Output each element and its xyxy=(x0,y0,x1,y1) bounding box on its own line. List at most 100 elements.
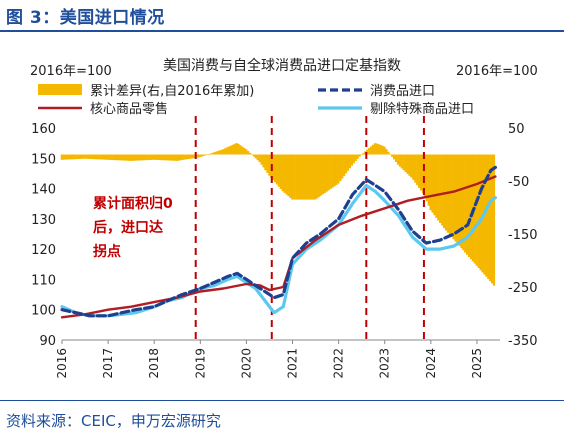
gap-bar xyxy=(339,154,342,182)
series-line-1 xyxy=(60,175,497,319)
gap-bar xyxy=(427,154,430,206)
gap-bar xyxy=(383,146,386,155)
gap-bar xyxy=(341,154,344,179)
gap-bar xyxy=(224,148,227,155)
left-tick-label: 130 xyxy=(31,213,56,228)
gap-bar xyxy=(492,154,496,286)
gap-bar xyxy=(318,154,321,197)
gap-bar xyxy=(285,154,288,195)
gap-bar xyxy=(185,154,188,160)
x-tick-label: 2020 xyxy=(239,348,253,379)
gap-bar xyxy=(162,154,165,161)
legend-label: 消费品进口 xyxy=(370,84,435,99)
gap-bar xyxy=(156,154,159,160)
gap-bar xyxy=(237,143,240,155)
gap-bar xyxy=(222,149,225,155)
figure-title: 图 3：美国进口情况 xyxy=(6,8,165,28)
gap-bar xyxy=(345,154,348,174)
gap-bar xyxy=(206,154,209,155)
annotation-line: 拐点 xyxy=(93,243,121,260)
gap-bar xyxy=(66,154,69,160)
gap-bar xyxy=(323,154,327,193)
gap-bar xyxy=(469,154,473,260)
gap-bar xyxy=(68,154,71,160)
gap-bar xyxy=(199,154,202,158)
gap-bar xyxy=(412,154,415,180)
gap-bar xyxy=(277,154,280,187)
gap-bar xyxy=(141,154,144,161)
cumulative-gap-bars xyxy=(60,143,496,286)
gap-bar xyxy=(176,154,179,161)
gap-bar xyxy=(106,154,109,160)
gap-bar xyxy=(233,143,236,155)
gap-bar xyxy=(400,154,403,169)
gap-bar xyxy=(70,154,73,160)
gap-bar xyxy=(170,154,173,161)
gap-bar xyxy=(485,154,488,277)
gap-bar xyxy=(487,154,490,280)
gap-bar xyxy=(425,154,428,202)
gap-bar xyxy=(352,154,355,164)
gap-bar xyxy=(137,154,140,161)
gap-bar xyxy=(333,154,336,187)
x-tick-label: 2025 xyxy=(470,348,484,379)
gap-bar xyxy=(227,146,230,155)
gap-bar xyxy=(204,154,207,156)
gap-bar xyxy=(145,154,148,161)
gap-bar xyxy=(256,154,259,161)
gap-bar xyxy=(320,154,323,196)
gap-bar xyxy=(79,154,83,159)
gap-bar xyxy=(218,150,221,155)
x-tick-label: 2019 xyxy=(193,348,207,379)
gap-bar xyxy=(283,154,286,193)
gap-bar xyxy=(95,154,98,160)
gap-bar xyxy=(264,154,267,171)
gap-bar xyxy=(287,154,290,197)
x-tick-label: 2024 xyxy=(424,348,438,379)
gap-bar xyxy=(149,154,152,160)
gap-bar xyxy=(402,154,405,171)
gap-bar xyxy=(64,154,67,160)
gap-bar xyxy=(254,154,257,159)
legend-label: 核心商品零售 xyxy=(90,101,168,117)
gap-bar xyxy=(343,154,346,176)
x-tick-label: 2021 xyxy=(286,348,300,379)
gap-bar xyxy=(327,154,330,191)
gap-bar xyxy=(281,154,284,192)
gap-bar xyxy=(131,154,134,161)
right-tick-label: -250 xyxy=(508,281,538,296)
gap-bar xyxy=(408,154,411,176)
gap-bar xyxy=(241,146,244,155)
gap-bar xyxy=(114,154,117,161)
gap-bar xyxy=(350,154,353,166)
gap-bar xyxy=(126,154,129,161)
gap-bar xyxy=(99,154,102,160)
gap-bar xyxy=(129,154,133,161)
gap-bar xyxy=(72,154,75,160)
gap-bar xyxy=(406,154,409,174)
gap-bar xyxy=(391,154,394,157)
gap-bar xyxy=(322,154,325,195)
gap-bar xyxy=(439,154,442,223)
axes: 90 100 110 120 130 140 150 160 -350 -250 -150 -50 50… xyxy=(31,122,537,379)
gap-bar xyxy=(200,154,204,157)
left-tick-label: 90 xyxy=(39,334,56,349)
gap-bar xyxy=(358,154,361,157)
x-tick-label: 2016 xyxy=(55,348,69,379)
gap-bar xyxy=(452,154,455,240)
gap-bar xyxy=(279,154,282,189)
x-tick-label: 2017 xyxy=(101,348,115,379)
gap-bar xyxy=(335,154,338,185)
gap-bar xyxy=(441,154,444,226)
gap-bar xyxy=(354,154,357,162)
gap-bar xyxy=(379,145,382,155)
vertical-markers xyxy=(194,116,425,340)
gap-bar xyxy=(418,154,421,188)
gap-bar xyxy=(385,149,388,155)
gap-bar xyxy=(489,154,492,282)
gap-bar xyxy=(245,149,248,155)
gap-bar xyxy=(266,154,269,173)
gap-bar xyxy=(229,145,232,155)
left-tick-label: 140 xyxy=(31,183,56,198)
gap-bar xyxy=(356,154,359,159)
